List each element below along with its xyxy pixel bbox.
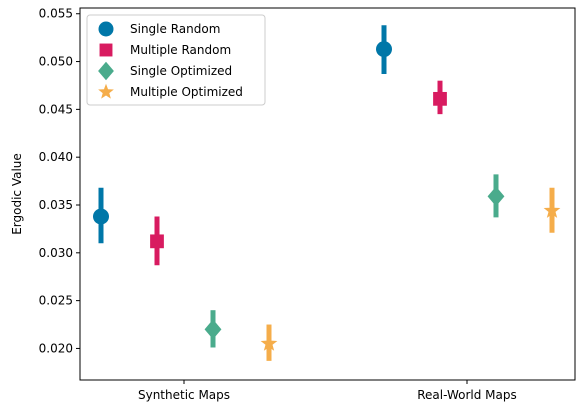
y-tick-label-5: 0.045 bbox=[39, 102, 73, 116]
y-tick-label-2: 0.030 bbox=[39, 246, 73, 260]
legend-label-multiple-optimized: Multiple Optimized bbox=[130, 85, 243, 99]
y-tick-label-7: 0.055 bbox=[39, 7, 73, 21]
x-tick-label-synthetic-maps: Synthetic Maps bbox=[138, 388, 230, 402]
legend-marker-single-random bbox=[98, 21, 114, 37]
y-tick-label-0: 0.020 bbox=[39, 341, 73, 355]
legend-marker-single-optimized bbox=[98, 61, 114, 81]
legend-label-multiple-random: Multiple Random bbox=[130, 43, 231, 57]
legend-label-single-optimized: Single Optimized bbox=[130, 64, 232, 78]
y-axis-label: Ergodic Value bbox=[10, 153, 24, 235]
y-tick-label-4: 0.040 bbox=[39, 150, 73, 164]
multiple-optimized-real-world-maps-point bbox=[543, 201, 561, 218]
plot-frame bbox=[79, 7, 576, 381]
single-optimized-synthetic-maps-point bbox=[204, 319, 222, 340]
single-optimized-real-world-maps-point bbox=[487, 186, 505, 207]
legend-marker-multiple-optimized bbox=[98, 83, 114, 99]
single-random-synthetic-maps-point bbox=[93, 208, 109, 225]
multiple-random-real-world-maps-point bbox=[433, 91, 447, 106]
legend-box bbox=[86, 14, 266, 106]
legend-label-single-random: Single Random bbox=[130, 22, 220, 36]
y-tick-label-1: 0.025 bbox=[39, 294, 73, 308]
multiple-optimized-synthetic-maps-point bbox=[260, 334, 278, 351]
x-tick-label-real-world-maps: Real-World Maps bbox=[417, 388, 517, 402]
single-random-real-world-maps-point bbox=[376, 41, 392, 58]
y-tick-label-3: 0.035 bbox=[39, 198, 73, 212]
y-tick-label-6: 0.050 bbox=[39, 55, 73, 69]
legend-marker-multiple-random bbox=[99, 43, 113, 57]
multiple-random-synthetic-maps-point bbox=[150, 234, 164, 249]
